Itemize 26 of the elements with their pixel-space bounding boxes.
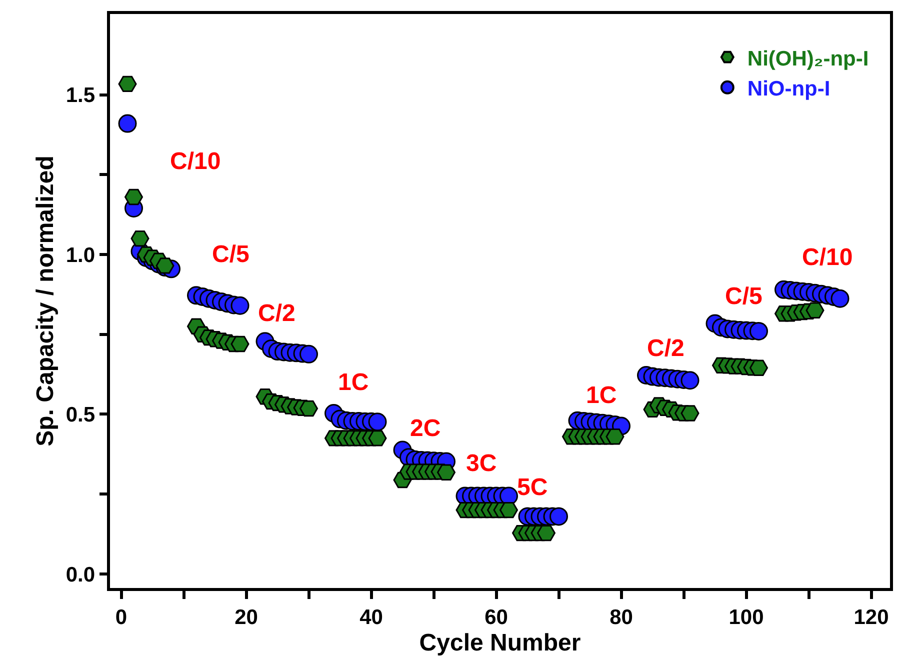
annotation: C/10: [802, 244, 853, 271]
x-tick-label: 80: [610, 606, 633, 629]
x-axis-title: Cycle Number: [419, 629, 581, 656]
annotation: C/2: [647, 335, 684, 362]
y-tick-label: 1.5: [66, 84, 96, 108]
annotation: 3C: [466, 450, 497, 477]
annotation: 5C: [517, 474, 548, 501]
annotation: C/10: [170, 148, 221, 175]
annotation: 1C: [338, 369, 369, 396]
legend-label: Ni(OH)₂-np-I: [747, 47, 869, 70]
annotation: C/2: [258, 300, 296, 327]
annotation: C/5: [725, 283, 762, 310]
annotation: 2C: [410, 415, 441, 442]
x-tick-label: 100: [728, 606, 764, 629]
y-tick-label: 1.0: [66, 244, 96, 267]
y-axis-title: Sp. Capacity / normalized: [32, 156, 59, 446]
x-tick-label: 60: [484, 606, 508, 629]
annotation: 1C: [586, 382, 617, 409]
legend-label: NiO-np-I: [747, 78, 830, 101]
x-tick-label: 120: [854, 606, 889, 629]
annotation: C/5: [212, 241, 250, 268]
y-tick-label: 0.5: [66, 404, 96, 427]
x-tick-label: 0: [115, 606, 128, 629]
x-tick-label: 40: [360, 606, 383, 629]
y-tick-label: 0.0: [66, 563, 96, 586]
x-tick-label: 20: [234, 606, 258, 629]
